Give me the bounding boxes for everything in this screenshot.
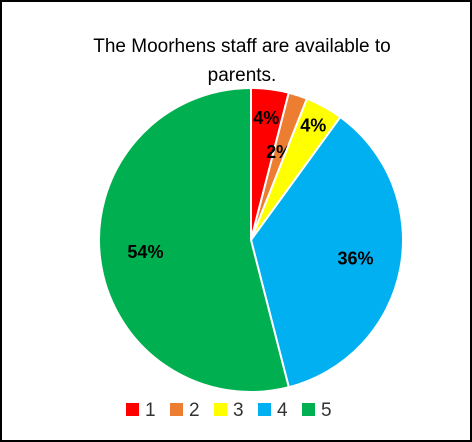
legend-label: 5 <box>321 400 332 421</box>
legend-label: 4 <box>277 400 288 421</box>
data-label: 36% <box>337 249 373 269</box>
legend-label: 3 <box>233 400 244 421</box>
data-label: 54% <box>127 242 163 262</box>
data-label: 4% <box>253 108 279 128</box>
legend-label: 2 <box>189 400 200 421</box>
legend-label: 1 <box>145 400 156 421</box>
data-label: 4% <box>300 116 326 136</box>
legend-swatch <box>302 403 315 416</box>
chart-title: The Moorhens staff are available to pare… <box>93 36 391 86</box>
legend-swatch <box>126 403 139 416</box>
legend-swatch <box>258 403 271 416</box>
legend-swatch <box>170 403 183 416</box>
pie-slice <box>98 86 291 393</box>
pie-slice <box>249 115 404 389</box>
legend-swatch <box>214 403 227 416</box>
